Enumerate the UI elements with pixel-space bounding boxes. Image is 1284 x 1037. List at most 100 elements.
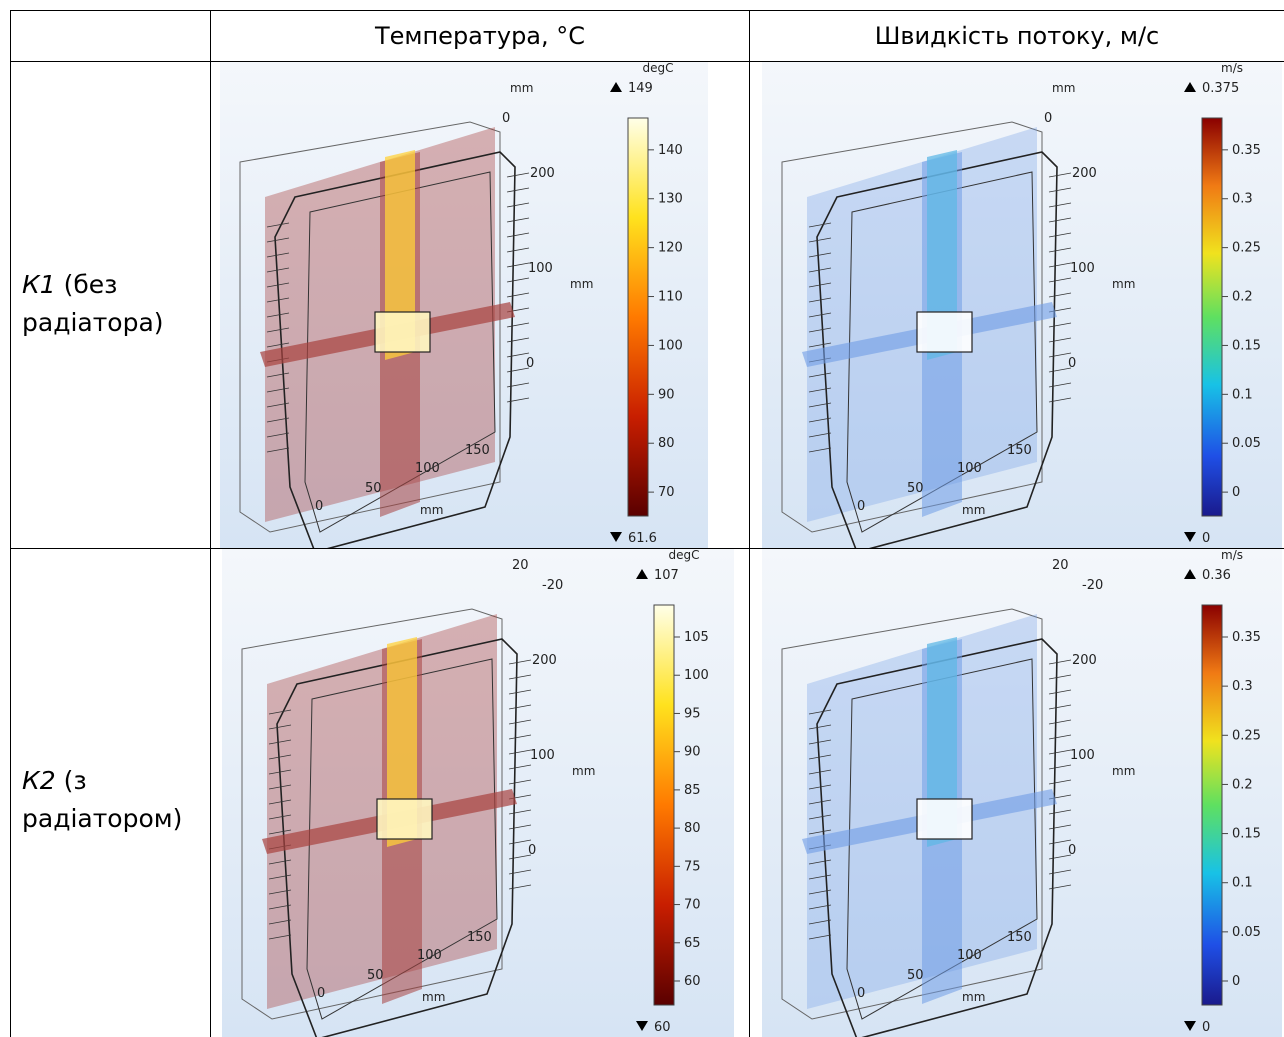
table-border-col2 [749,10,750,1037]
vent-fin-left [808,327,832,333]
enclosure-geometry [781,121,1072,548]
row-label-k1-rest: (без [55,270,118,299]
vent-fin-right [1048,262,1072,268]
vent-fin-left [808,387,832,393]
vent-fin-left [808,919,832,925]
vent-fin-right [1048,277,1072,283]
colorbar-tick-label: 0.15 [1232,338,1261,353]
simulation-plot-svg: 20 -20 200 100 mm 0 150 100 50 0 mm m/s 0.36 0.35 0.3 0… [762,549,1282,1037]
enclosure-outline [816,151,1058,548]
colorbar-tick-label: 70 [658,485,675,500]
plot-k2-velocity: 20 -20 200 100 mm 0 150 100 50 0 mm m/s 0.36 0.35 0.3 0… [762,549,1282,1037]
bounding-box [781,608,1043,1020]
vent-fin-right [1048,172,1072,178]
axis-label-z-200: 200 [1072,653,1097,668]
vent-fin-left [268,754,292,760]
simulation-plot-svg: mm 0 200 100 mm 0 150 100 50 0 mm m/s 0.375 0.35 0.3 0.… [762,62,1282,548]
axis-label-x-100: 100 [957,461,982,476]
enclosure-geometry [239,121,530,548]
plot-k2-temperature: 20 -20 200 100 mm 0 150 100 50 0 mm degC 107 105 100 95… [222,549,734,1037]
vent-fin-left [808,904,832,910]
axis-label-x-100: 100 [415,461,440,476]
axis-label-x-100: 100 [957,948,982,963]
vent-fin-left [808,297,832,303]
axis-label-x-150: 150 [465,443,490,458]
vent-fin-left [268,769,292,775]
vent-fin-left [266,432,290,438]
vent-fin-right [1048,187,1072,193]
vent-fin-left [266,312,290,318]
vent-fin-right [1048,367,1072,373]
vent-fin-left [808,799,832,805]
colorbar-tick-label: 0.15 [1232,827,1261,842]
enclosure-outline [276,638,518,1037]
vent-fin-left [266,297,290,303]
colorbar-tick-label: 0.25 [1232,728,1261,743]
vent-fin-right [508,839,532,845]
vent-fin-left [268,799,292,805]
vent-fin-right [1048,824,1072,830]
vent-fin-left [808,874,832,880]
colorbar-unit: m/s [1221,549,1243,562]
vent-fin-left [266,447,290,453]
vent-fin-right [506,322,530,328]
vent-fin-right [506,202,530,208]
row-label-k2-rest: (з [55,766,87,795]
axis-label-top-unit: mm [510,81,533,95]
min-arrow-icon [1184,532,1196,542]
vent-fin-right [1048,749,1072,755]
axis-label-x-150: 150 [1007,443,1032,458]
colorbar-tick-label: 0.1 [1232,876,1253,891]
vent-fin-right [1048,674,1072,680]
vent-fin-right [508,869,532,875]
vent-fin-right [1048,884,1072,890]
vent-fin-left [808,739,832,745]
max-arrow-icon [1184,82,1196,92]
vent-fin-right [506,382,530,388]
vent-fin-left [268,814,292,820]
vent-fin-left [808,417,832,423]
colorbar-min-label: 0 [1202,1020,1210,1035]
axis-label-x-150: 150 [467,930,492,945]
colorbar-tick-label: 95 [684,706,701,721]
axis-label-x-150: 150 [1007,930,1032,945]
vent-fin-left [808,784,832,790]
vent-fin-right [1048,337,1072,343]
colorbar-max-label: 107 [654,568,679,583]
vent-fin-right [506,172,530,178]
vent-fin-left [268,709,292,715]
vent-fin-left [268,724,292,730]
axis-label-x-50: 50 [907,968,924,983]
bounding-box [239,121,501,533]
vent-fin-left [266,372,290,378]
plume-column [387,637,417,847]
vent-fin-left [266,222,290,228]
axis-label-top-minus20: -20 [542,578,563,593]
axis-label-z-200: 200 [530,166,555,181]
axis-label-z-zero: 0 [528,843,536,858]
axis-label-top-zero: 0 [1044,111,1052,126]
vent-fin-left [266,327,290,333]
colorbar-tick-label: 65 [684,936,701,951]
vent-fin-right [1048,869,1072,875]
min-arrow-icon [1184,1021,1196,1031]
vent-fin-left [808,889,832,895]
vent-fin-left [808,372,832,378]
vent-fin-right [1048,689,1072,695]
vent-fin-right [1048,382,1072,388]
table-border-header [10,61,1284,62]
colorbar-tick-label: 0.2 [1232,290,1253,305]
component [374,311,431,353]
axis-label-z-zero: 0 [1068,843,1076,858]
plot-k1-velocity: mm 0 200 100 mm 0 150 100 50 0 mm m/s 0.375 0.35 0.3 0.… [762,62,1282,548]
vent-fin-left [808,432,832,438]
vent-fin-right [506,262,530,268]
component [376,798,433,840]
max-arrow-icon [636,569,648,579]
vent-fin-right [1048,734,1072,740]
axis-label-x-zero: 0 [317,986,325,1001]
axis-label-top-20: 20 [512,558,529,573]
colorbar-tick-label: 140 [658,143,683,158]
vent-fin-right [1048,247,1072,253]
